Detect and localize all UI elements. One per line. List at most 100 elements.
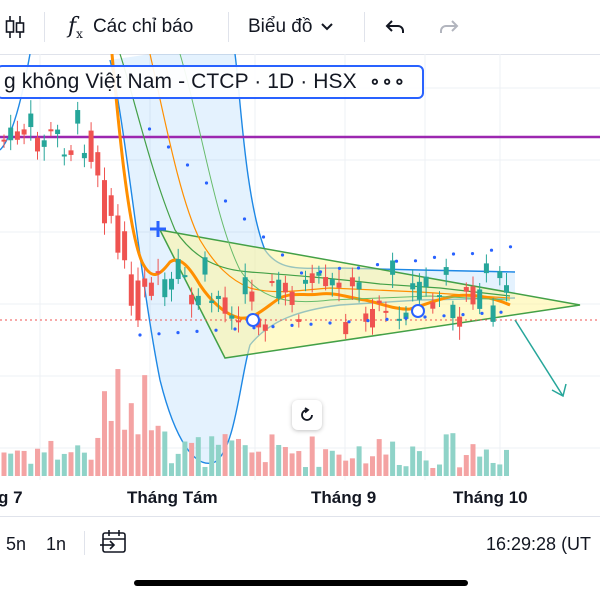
clock-text: 16:29:28 (UT <box>486 534 592 554</box>
undo-icon <box>385 20 404 33</box>
candle-body <box>35 137 40 152</box>
volume-bar <box>222 434 228 476</box>
sar-dot <box>328 321 332 325</box>
trend-arrow <box>514 319 567 398</box>
sar-dot <box>375 263 380 267</box>
volume-bar <box>195 437 201 476</box>
volume-bar <box>102 391 107 476</box>
candle-body <box>28 113 34 128</box>
triangle-pattern <box>158 228 581 359</box>
candle-body <box>169 278 174 290</box>
volume-bar <box>95 437 101 476</box>
sar-dot <box>385 317 389 321</box>
sar-dot <box>489 248 494 252</box>
chart-canvas[interactable]: g không Việt Nam - CTCP · 1D · HSX ∘∘∘ <box>0 54 600 516</box>
reset-chart-button[interactable] <box>292 400 322 430</box>
candle-body <box>108 195 114 216</box>
volume-bar <box>189 442 195 476</box>
volume-bar <box>68 452 74 476</box>
ma-green-2 <box>179 54 511 303</box>
more-options-icon[interactable]: ∘∘∘ <box>369 71 406 91</box>
volume-bar <box>483 449 489 476</box>
volume-bar <box>336 454 342 476</box>
sar-dot <box>185 163 190 167</box>
candle-body <box>430 302 436 309</box>
x-axis: g 7 Tháng Tám Tháng 9 Tháng 10 <box>0 484 600 512</box>
volume-bar <box>262 462 268 476</box>
candle-body <box>403 312 409 319</box>
indicators-button[interactable]: fx Các chỉ báo <box>68 0 193 54</box>
sar-dot <box>261 235 266 239</box>
candle-body <box>175 259 181 280</box>
volume-bar <box>202 466 208 476</box>
range-5n-button[interactable]: 5n <box>6 534 27 554</box>
volume-bar <box>128 403 134 476</box>
candle-body <box>483 263 489 274</box>
candle-body <box>269 281 275 284</box>
sar-dot <box>404 316 408 320</box>
sar-dot <box>480 311 484 315</box>
volume-bar <box>463 455 469 476</box>
candle-body <box>470 286 476 305</box>
redo-button[interactable] <box>438 0 460 54</box>
volume-bar <box>1 452 7 476</box>
volume-bar <box>162 431 168 476</box>
sar-dot <box>242 217 247 221</box>
volume-bar <box>343 460 349 476</box>
candle-body <box>437 295 442 298</box>
candle-body <box>81 152 87 159</box>
candle-body <box>209 300 215 304</box>
volume-bar <box>81 452 87 476</box>
volume-bar <box>41 452 47 476</box>
candle-body <box>504 285 509 293</box>
volume-bar <box>349 458 355 476</box>
candle-body <box>162 279 168 298</box>
date-range-button[interactable] <box>100 529 128 560</box>
sar-dot <box>299 271 304 275</box>
candle-body <box>122 231 128 261</box>
volume-bar <box>21 450 27 476</box>
candle-body <box>195 295 201 306</box>
signal-marker-2 <box>411 304 425 318</box>
top-toolbar: fx Các chỉ báo Biểu đồ <box>0 0 600 55</box>
volume-bar <box>108 420 114 476</box>
x-label-aug: Tháng Tám <box>127 488 218 507</box>
sar-dot <box>166 145 171 149</box>
candle-body <box>189 294 195 305</box>
sar-dot <box>394 259 399 263</box>
sar-dot <box>157 332 161 336</box>
calendar-arrow-icon <box>100 530 126 553</box>
volume-bar <box>396 464 402 476</box>
price-chart[interactable] <box>0 54 600 516</box>
sar-dot <box>252 326 256 330</box>
volume-bar <box>61 453 67 476</box>
sar-dot <box>280 253 285 257</box>
volume-bar <box>276 444 282 476</box>
symbol-info-box[interactable]: g không Việt Nam - CTCP · 1D · HSX ∘∘∘ <box>0 65 424 99</box>
cross-marker <box>150 221 166 237</box>
sar-dot <box>204 181 209 185</box>
candle-body <box>242 277 248 295</box>
volume-bar <box>457 467 463 476</box>
candle-body <box>142 278 148 287</box>
chart-type-button[interactable]: Biểu đồ <box>248 0 334 54</box>
sar-dot <box>147 127 152 131</box>
volume-bar <box>142 375 148 476</box>
candle-body <box>343 322 349 335</box>
candle-body <box>215 295 221 300</box>
candle-body <box>148 282 154 296</box>
candles-icon[interactable] <box>4 0 26 54</box>
volume-bar <box>35 448 40 476</box>
volume-bar <box>370 456 375 476</box>
candle-body <box>202 257 208 275</box>
candle-body <box>75 110 81 124</box>
chevron-down-icon <box>321 23 334 31</box>
range-1n-button[interactable]: 1n <box>46 534 67 554</box>
candle-body <box>323 276 329 287</box>
candle-body <box>249 291 255 302</box>
candle-body <box>41 140 47 147</box>
candle-body <box>48 129 54 132</box>
undo-button[interactable] <box>384 0 406 54</box>
volume-bar <box>215 444 221 476</box>
candle-body <box>155 271 161 274</box>
